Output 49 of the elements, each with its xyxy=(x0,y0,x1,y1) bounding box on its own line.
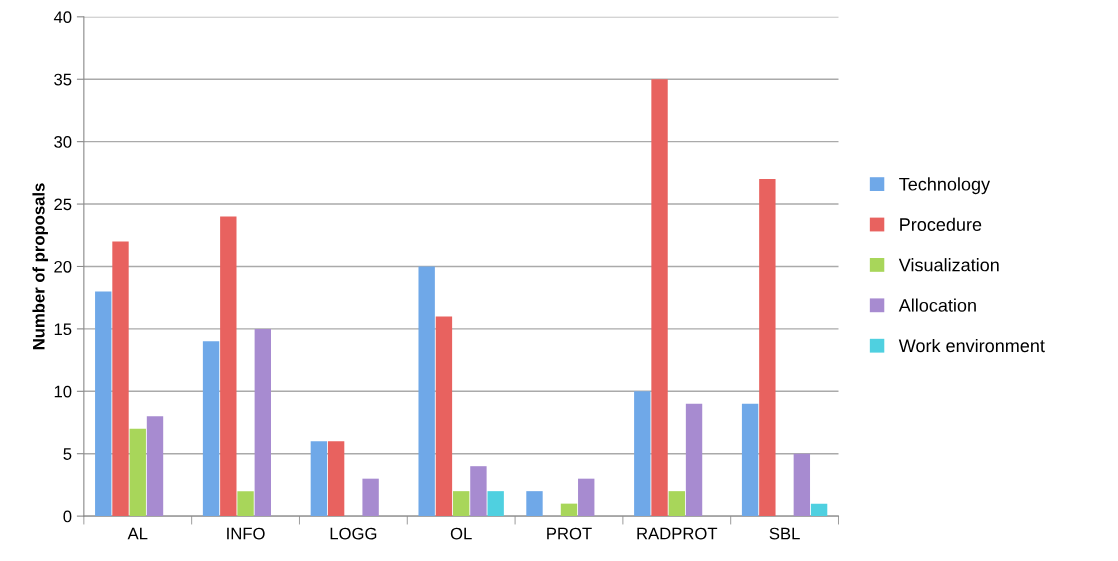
bar xyxy=(452,491,470,517)
bar xyxy=(759,179,776,517)
bar xyxy=(741,403,759,517)
legend-label: Technology xyxy=(899,177,991,195)
x-tick-label: RADPROT xyxy=(637,527,718,540)
bar xyxy=(310,441,328,517)
bar xyxy=(470,466,487,517)
x-tick-label: AL xyxy=(127,527,148,540)
y-tick-label: 40 xyxy=(53,11,72,24)
y-axis-title: Number of proposals xyxy=(32,183,48,350)
y-tick-label: 0 xyxy=(63,510,72,523)
bar xyxy=(668,491,685,517)
bar xyxy=(237,491,254,517)
x-tick-label: SBL xyxy=(769,527,800,540)
x-tick-label: OL xyxy=(450,527,472,540)
x-tick-label: LOGG xyxy=(330,527,377,540)
bar xyxy=(578,478,595,517)
bar xyxy=(634,391,651,517)
x-tick-label: PROT xyxy=(547,527,592,540)
bar xyxy=(810,503,828,517)
y-tick-label: 20 xyxy=(54,260,72,273)
y-tick-label: 5 xyxy=(63,448,72,460)
legend-label: Visualization xyxy=(898,258,999,272)
y-tick-label: 25 xyxy=(54,198,72,211)
bar xyxy=(220,216,237,517)
x-tick-label: INFO xyxy=(227,527,265,540)
bar xyxy=(129,428,146,517)
bar xyxy=(254,328,271,517)
bar xyxy=(793,453,811,517)
bar xyxy=(95,291,112,517)
bar xyxy=(202,341,220,517)
bar xyxy=(526,491,543,517)
bar xyxy=(146,416,164,517)
legend-label: Procedure xyxy=(900,217,982,231)
y-tick-label: 15 xyxy=(54,323,72,336)
bar xyxy=(487,491,504,517)
y-tick-label: 35 xyxy=(54,73,72,86)
bar xyxy=(435,316,453,517)
y-tick-label: 30 xyxy=(54,136,72,148)
y-tick-label: 10 xyxy=(54,385,72,398)
bar xyxy=(362,478,379,517)
legend-label: Allocation xyxy=(898,298,976,312)
bar xyxy=(418,266,435,517)
legend-label: Work environment xyxy=(898,338,1045,353)
bar xyxy=(651,79,668,517)
bar xyxy=(685,403,703,517)
bar xyxy=(560,503,578,517)
bar xyxy=(112,241,129,517)
bar xyxy=(327,441,345,517)
